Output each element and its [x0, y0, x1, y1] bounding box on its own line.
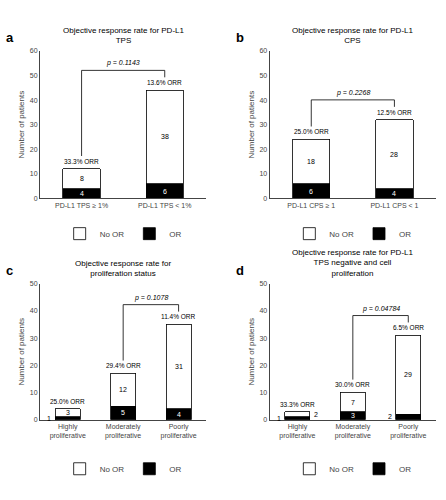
svg-text:40: 40	[30, 307, 38, 314]
svg-text:PD-L1 CPS < 1: PD-L1 CPS < 1	[370, 202, 418, 209]
svg-text:OR: OR	[169, 230, 181, 239]
svg-text:0: 0	[34, 195, 38, 202]
svg-text:Objective response rate for PD: Objective response rate for PD-L1CPS	[292, 26, 413, 45]
svg-text:Objective response rate forpro: Objective response rate forproliferation…	[75, 259, 171, 278]
svg-text:10: 10	[259, 170, 267, 177]
svg-text:5: 5	[121, 409, 125, 416]
svg-text:OR: OR	[169, 465, 181, 474]
svg-text:20: 20	[259, 146, 267, 153]
svg-text:Number of patients: Number of patients	[18, 91, 27, 159]
svg-text:1: 1	[277, 415, 281, 422]
svg-text:50: 50	[30, 280, 38, 287]
svg-text:a: a	[6, 30, 14, 45]
svg-text:40: 40	[259, 97, 267, 104]
svg-text:30.0% ORR: 30.0% ORR	[335, 381, 370, 388]
svg-text:Moderatelyproliferative: Moderatelyproliferative	[105, 423, 141, 440]
svg-text:20: 20	[30, 146, 38, 153]
svg-text:Objective response rate for PD: Objective response rate for PD-L1TPS	[63, 26, 184, 45]
svg-text:4: 4	[392, 190, 396, 197]
svg-text:OR: OR	[399, 465, 411, 474]
svg-text:2: 2	[314, 411, 318, 418]
svg-text:6: 6	[163, 188, 167, 195]
svg-text:No OR: No OR	[100, 230, 125, 239]
svg-text:30: 30	[259, 335, 267, 342]
svg-text:No OR: No OR	[329, 465, 354, 474]
svg-text:PD-L1 TPS < 1%: PD-L1 TPS < 1%	[138, 202, 191, 209]
svg-text:6: 6	[309, 188, 313, 195]
svg-text:Objective response rate for PD: Objective response rate for PD-L1TPS neg…	[292, 248, 413, 278]
svg-text:31: 31	[175, 363, 183, 370]
svg-text:4: 4	[80, 190, 84, 197]
svg-text:2: 2	[388, 413, 392, 420]
svg-text:PD-L1 CPS ≥ 1: PD-L1 CPS ≥ 1	[287, 202, 335, 209]
svg-text:Highlyproliferative: Highlyproliferative	[279, 423, 315, 440]
svg-text:No OR: No OR	[100, 465, 125, 474]
svg-text:1: 1	[47, 415, 51, 422]
svg-text:30: 30	[259, 121, 267, 128]
svg-text:12.5% ORR: 12.5% ORR	[377, 109, 412, 116]
svg-text:40: 40	[30, 97, 38, 104]
svg-text:b: b	[236, 30, 244, 45]
svg-text:10: 10	[30, 170, 38, 177]
svg-text:33.3% ORR: 33.3% ORR	[64, 158, 99, 165]
svg-text:3: 3	[351, 412, 355, 419]
svg-text:10: 10	[30, 389, 38, 396]
svg-text:13.6% ORR: 13.6% ORR	[147, 79, 182, 86]
svg-text:No OR: No OR	[329, 230, 354, 239]
svg-text:OR: OR	[399, 230, 411, 239]
svg-text:25.0% ORR: 25.0% ORR	[50, 398, 85, 405]
svg-text:18: 18	[307, 158, 315, 165]
svg-text:11.4% ORR: 11.4% ORR	[161, 313, 196, 320]
svg-text:33.3% ORR: 33.3% ORR	[280, 401, 315, 408]
svg-text:10: 10	[259, 389, 267, 396]
svg-text:25.0% ORR: 25.0% ORR	[294, 128, 329, 135]
svg-text:60: 60	[30, 47, 38, 54]
svg-text:c: c	[6, 263, 13, 278]
svg-text:20: 20	[259, 362, 267, 369]
svg-text:0: 0	[263, 416, 267, 423]
svg-text:p = 0.1078: p = 0.1078	[134, 294, 168, 302]
svg-text:PD-L1 TPS ≥ 1%: PD-L1 TPS ≥ 1%	[55, 202, 108, 209]
svg-text:p = 0.04784: p = 0.04784	[362, 305, 400, 313]
svg-text:Number of patients: Number of patients	[18, 318, 27, 386]
svg-text:29: 29	[404, 371, 412, 378]
svg-text:4: 4	[177, 411, 181, 418]
svg-text:38: 38	[161, 133, 169, 140]
svg-text:p = 0.1143: p = 0.1143	[106, 59, 140, 67]
svg-text:Highlyproliferative: Highlyproliferative	[50, 423, 86, 440]
svg-text:50: 50	[259, 280, 267, 287]
svg-text:8: 8	[80, 175, 84, 182]
svg-text:29.4% ORR: 29.4% ORR	[106, 362, 141, 369]
svg-text:Number of patients: Number of patients	[247, 91, 256, 159]
svg-text:20: 20	[30, 362, 38, 369]
svg-text:7: 7	[351, 399, 355, 406]
svg-text:0: 0	[34, 416, 38, 423]
svg-text:Poorlyproliferative: Poorlyproliferative	[161, 423, 197, 440]
svg-text:3: 3	[66, 409, 70, 416]
svg-text:60: 60	[259, 47, 267, 54]
svg-text:50: 50	[259, 72, 267, 79]
svg-text:Poorlyproliferative: Poorlyproliferative	[390, 423, 426, 440]
svg-text:30: 30	[30, 335, 38, 342]
svg-text:6.5% ORR: 6.5% ORR	[393, 324, 424, 331]
svg-text:50: 50	[30, 72, 38, 79]
svg-text:12: 12	[119, 386, 127, 393]
svg-text:40: 40	[259, 307, 267, 314]
svg-text:Moderatelyproliferative: Moderatelyproliferative	[335, 423, 371, 440]
svg-text:p = 0.2268: p = 0.2268	[336, 89, 370, 97]
svg-text:Number of patients: Number of patients	[247, 318, 256, 386]
svg-text:0: 0	[263, 195, 267, 202]
svg-text:30: 30	[30, 121, 38, 128]
svg-text:28: 28	[390, 151, 398, 158]
svg-text:d: d	[236, 263, 244, 278]
